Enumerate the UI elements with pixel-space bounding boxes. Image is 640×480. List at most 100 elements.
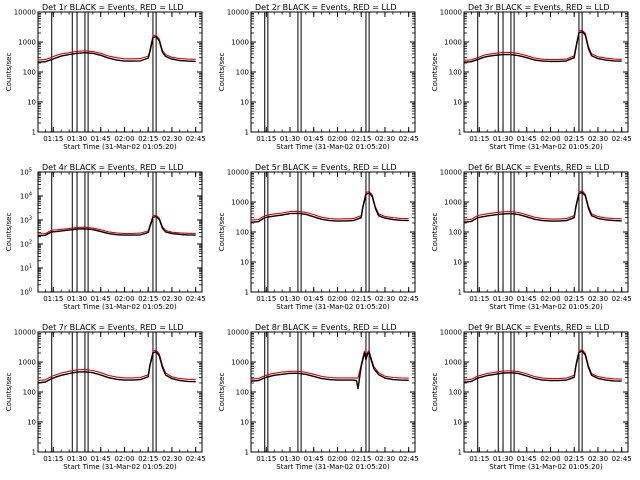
chart-panel-2: Det 2r BLACK = Events, RED = LLD 1 10 100 10… xyxy=(218,3,419,151)
x-tick-label: 02:30 xyxy=(162,135,182,143)
x-tick-label: 01:15 xyxy=(469,455,489,463)
x-tick-label: 02:15 xyxy=(564,135,584,143)
y-tick-label: 10000 xyxy=(440,169,462,177)
plot-frame xyxy=(37,331,203,453)
chart-title: Det 9r BLACK = Events, RED = LLD xyxy=(468,323,610,332)
y-tick-label: 101 xyxy=(20,264,32,273)
y-tick-label: 10000 xyxy=(440,329,462,337)
x-tick-label: 01:30 xyxy=(280,455,300,463)
x-tick-label: 02:45 xyxy=(612,455,632,463)
x-tick-label: 02:15 xyxy=(138,455,158,463)
series-line-events xyxy=(463,31,622,63)
y-tick-label: 100 xyxy=(449,69,462,77)
x-tick-label: 02:15 xyxy=(138,295,158,303)
x-tick-label: 02:45 xyxy=(186,295,206,303)
x-tick-label: 02:15 xyxy=(351,135,371,143)
y-tick-label: 105 xyxy=(20,168,32,177)
x-tick-label: 02:15 xyxy=(351,295,371,303)
x-tick-label: 02:15 xyxy=(564,295,584,303)
y-tick-label: 100 xyxy=(23,389,36,397)
x-tick-label: 01:15 xyxy=(43,455,63,463)
x-tick-label: 02:30 xyxy=(162,295,182,303)
x-tick-label: 02:45 xyxy=(186,135,206,143)
y-tick-label: 1000 xyxy=(231,39,249,47)
plot-frame xyxy=(37,11,203,133)
x-tick-label: 02:45 xyxy=(186,455,206,463)
chart-title: Det 3r BLACK = Events, RED = LLD xyxy=(468,3,610,12)
plot-frame xyxy=(250,11,416,133)
x-tick-label: 01:45 xyxy=(91,295,111,303)
x-tick-label: 01:30 xyxy=(493,135,513,143)
x-tick-label: 02:00 xyxy=(540,135,560,143)
y-tick-label: 1 xyxy=(32,129,36,137)
y-tick-label: 1000 xyxy=(18,39,36,47)
series-line-events xyxy=(37,36,196,63)
x-tick-label: 01:45 xyxy=(517,135,537,143)
series-line-events xyxy=(463,191,622,223)
x-tick-label: 02:00 xyxy=(540,295,560,303)
y-tick-label: 100 xyxy=(23,69,36,77)
x-tick-label: 02:30 xyxy=(162,455,182,463)
y-tick-label: 100 xyxy=(236,229,249,237)
series-line-events xyxy=(250,351,409,390)
y-tick-label: 1000 xyxy=(444,359,462,367)
x-tick-label: 02:30 xyxy=(588,455,608,463)
x-tick-label: 02:00 xyxy=(114,135,134,143)
series-line-events xyxy=(37,351,196,384)
x-tick-label: 02:15 xyxy=(564,455,584,463)
series-line-lld xyxy=(37,349,196,382)
x-tick-label: 02:45 xyxy=(612,295,632,303)
chart-panel-8: Det 8r BLACK = Events, RED = LLD 1 10 100 10… xyxy=(218,323,419,471)
series-line-lld xyxy=(37,214,196,235)
plot-frame xyxy=(250,331,416,453)
chart-title: Det 4r BLACK = Events, RED = LLD xyxy=(42,163,184,172)
x-tick-label: 01:45 xyxy=(304,135,324,143)
x-tick-label: 01:45 xyxy=(304,295,324,303)
x-tick-label: 02:15 xyxy=(138,135,158,143)
x-tick-label: 01:15 xyxy=(43,295,63,303)
series-line-events xyxy=(463,350,622,383)
x-tick-label: 01:30 xyxy=(280,135,300,143)
y-tick-label: 1000 xyxy=(18,359,36,367)
x-tick-label: 02:00 xyxy=(327,135,347,143)
x-tick-label: 02:30 xyxy=(375,295,395,303)
x-axis-label: Start Time (31-Mar-02 01:05:20) xyxy=(276,463,390,471)
x-tick-label: 01:30 xyxy=(67,295,87,303)
x-axis-label: Start Time (31-Mar-02 01:05:20) xyxy=(63,143,177,151)
y-tick-label: 100 xyxy=(20,288,32,297)
y-tick-label: 10000 xyxy=(14,329,36,337)
y-tick-label: 1 xyxy=(245,289,249,297)
y-tick-label: 104 xyxy=(20,192,32,201)
chart-panel-1: Det 1r BLACK = Events, RED = LLD 1 10 100 10… xyxy=(5,3,206,151)
y-tick-label: 1 xyxy=(458,129,462,137)
y-tick-label: 1000 xyxy=(444,199,462,207)
y-tick-label: 1000 xyxy=(231,359,249,367)
x-tick-label: 01:15 xyxy=(256,295,276,303)
plot-frame xyxy=(463,331,629,453)
x-tick-label: 01:15 xyxy=(256,135,276,143)
x-tick-label: 02:45 xyxy=(399,455,419,463)
x-tick-label: 01:45 xyxy=(91,455,111,463)
x-tick-label: 01:30 xyxy=(67,135,87,143)
chart-title: Det 1r BLACK = Events, RED = LLD xyxy=(42,3,184,12)
x-tick-label: 02:00 xyxy=(327,295,347,303)
y-tick-label: 10 xyxy=(453,259,462,267)
x-tick-label: 01:45 xyxy=(517,295,537,303)
y-tick-label: 100 xyxy=(236,69,249,77)
y-tick-label: 1 xyxy=(245,129,249,137)
x-tick-label: 02:00 xyxy=(114,455,134,463)
plot-frame xyxy=(37,171,203,293)
y-tick-label: 100 xyxy=(236,389,249,397)
y-tick-label: 10000 xyxy=(14,9,36,17)
x-tick-label: 01:15 xyxy=(43,135,63,143)
plot-frame xyxy=(463,171,629,293)
x-axis-label: Start Time (31-Mar-02 01:05:20) xyxy=(489,303,603,311)
plot-frame xyxy=(463,11,629,133)
y-tick-label: 10 xyxy=(27,99,36,107)
chart-panel-3: Det 3r BLACK = Events, RED = LLD 1 10 100 10… xyxy=(431,3,632,151)
y-tick-label: 1 xyxy=(32,449,36,457)
y-tick-label: 10 xyxy=(453,99,462,107)
x-tick-label: 02:30 xyxy=(588,295,608,303)
chart-panel-7: Det 7r BLACK = Events, RED = LLD 1 10 100 10… xyxy=(5,323,206,471)
